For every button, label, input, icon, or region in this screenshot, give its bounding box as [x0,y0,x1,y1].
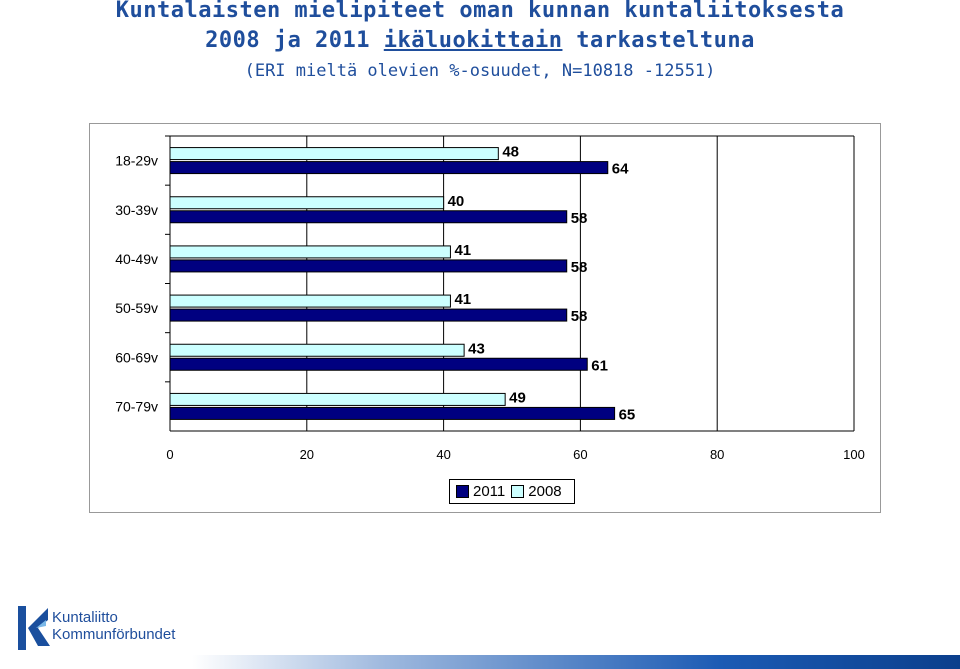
data-label-2008: 48 [502,144,519,161]
x-tick-label: 80 [710,447,724,462]
legend-label-2011: 2011 [473,483,506,500]
data-label-2011: 61 [591,357,608,374]
data-label-2011: 58 [571,210,588,227]
bar-2011 [169,406,616,420]
x-tick-label: 100 [843,447,865,462]
category-label: 40-49v [115,251,158,267]
kuntaliitto-logo: Kuntaliitto Kommunförbundet [12,604,212,654]
footer-gradient-bar [0,655,960,669]
legend: 2011 2008 [449,479,575,504]
category-label: 50-59v [115,300,158,316]
data-label-2011: 64 [612,161,629,178]
data-label-2011: 58 [571,308,588,325]
category-label: 18-29v [115,153,158,169]
data-label-2011: 58 [571,259,588,276]
bar-2011 [169,357,588,371]
data-label-2008: 41 [454,242,471,259]
x-tick-label: 40 [436,447,450,462]
category-label: 30-39v [115,202,158,218]
title-years: 2008 ja 2011 [205,28,384,53]
bar-2008 [169,343,465,357]
category-label: 70-79v [115,398,158,414]
chart-title-line2: 2008 ja 2011 ikäluokittain tarkasteltuna [0,28,960,53]
logo-text: Kuntaliitto Kommunförbundet [52,609,175,643]
bar-2008 [169,392,506,406]
x-tick-label: 0 [166,447,173,462]
bar-chart: 0 20 40 60 80 100 18-29v 48 64 30-39v 40 58 40-49v 41… [115,135,865,462]
bar-2011 [169,210,568,224]
data-label-2011: 65 [619,406,636,423]
title-suffix: tarkasteltuna [562,28,755,53]
chart-area: 0 20 40 60 80 100 18-29v 48 64 30-39v 40 58 40-49v 41… [89,123,881,513]
logo-k-icon [18,606,50,650]
data-label-2008: 43 [468,340,485,357]
x-tick-label: 60 [573,447,587,462]
bar-2011 [169,259,568,273]
bar-2008 [169,196,445,210]
legend-swatch-2008 [511,485,525,498]
legend-label-2008: 2008 [528,483,562,500]
bar-2011 [169,308,568,322]
bar-2008 [169,294,451,308]
category-label: 60-69v [115,349,158,365]
bar-2008 [169,147,499,161]
chart-title: Kuntalaisten mielipiteet oman kunnan kun… [115,0,845,23]
x-tick-label: 20 [300,447,314,462]
bar-2011 [169,161,609,175]
logo-line2: Kommunförbundet [52,626,176,643]
title-underlined-word: ikäluokittain [383,28,563,53]
data-label-2008: 40 [448,193,465,210]
data-label-2008: 41 [454,291,471,308]
bar-2008 [169,245,451,259]
logo-line1: Kuntaliitto [52,609,118,626]
chart-subtitle: (ERI mieltä olevien %-osuudet, N=10818 -… [244,61,716,81]
data-label-2008: 49 [509,389,526,406]
legend-swatch-2011 [456,485,469,498]
